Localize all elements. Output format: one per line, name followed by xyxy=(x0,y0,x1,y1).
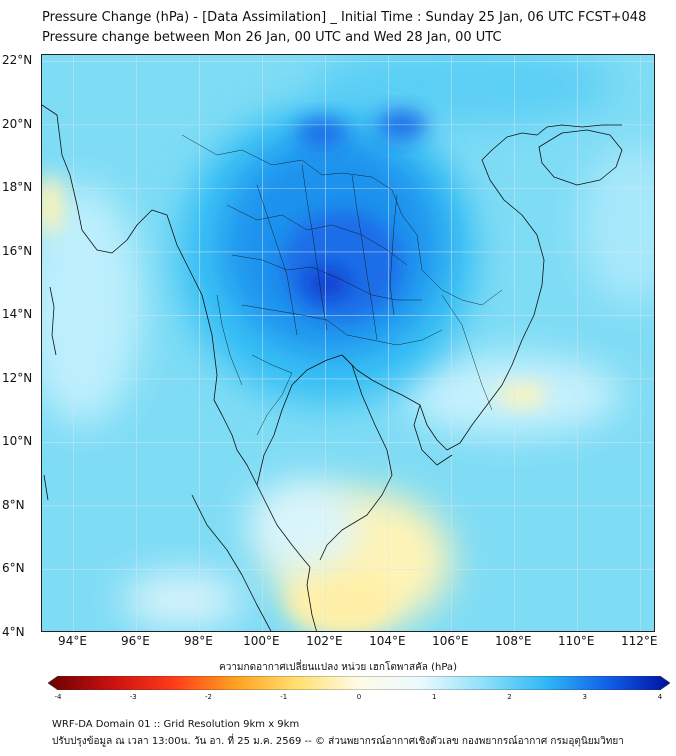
x-tick-label: 110°E xyxy=(558,634,595,648)
colorbar-tick-label: 3 xyxy=(582,693,587,701)
x-tick-label: 100°E xyxy=(243,634,280,648)
colorbar-tick-label: -2 xyxy=(205,693,212,701)
border xyxy=(251,354,293,436)
colorbar xyxy=(48,676,670,690)
colorbar-tick-label: -1 xyxy=(280,693,288,701)
field-patch xyxy=(282,210,402,320)
field-patch xyxy=(287,565,397,631)
border xyxy=(351,174,378,341)
y-tick-label: 20°N xyxy=(2,116,33,131)
sumatra-coast xyxy=(191,494,272,631)
admin-borders xyxy=(181,134,503,436)
y-tick-label: 14°N xyxy=(2,307,33,322)
field-patch xyxy=(305,267,349,299)
colorbar-tick-label: -4 xyxy=(54,693,62,701)
andaman-islands xyxy=(43,286,57,501)
peninsula-coastline xyxy=(256,124,622,486)
colorbar-tick-label: 4 xyxy=(657,693,663,701)
model-info: WRF-DA Domain 01 :: Grid Resolution 9km … xyxy=(52,719,300,730)
y-tick-label: 16°N xyxy=(2,243,33,258)
x-tick-label: 112°E xyxy=(621,634,658,648)
y-tick-label: 18°N xyxy=(2,180,33,195)
border xyxy=(231,254,422,301)
y-tick-label: 12°N xyxy=(2,370,33,385)
gridlines xyxy=(42,55,654,631)
border xyxy=(181,134,503,306)
border xyxy=(389,194,398,316)
border xyxy=(256,184,298,336)
map-title: Pressure Change (hPa) - [Data Assimilati… xyxy=(42,10,647,25)
x-tick-label: 98°E xyxy=(183,634,213,648)
field-patch xyxy=(312,55,612,125)
pressure-field xyxy=(42,55,654,631)
field-patch xyxy=(42,175,64,235)
colorbar-tick-label: 0 xyxy=(356,693,362,701)
map-canvas xyxy=(42,55,654,631)
field-patch xyxy=(582,145,654,305)
field-patch xyxy=(497,383,547,407)
x-tick-label: 108°E xyxy=(495,634,532,648)
x-tick-label: 104°E xyxy=(369,634,406,648)
colorbar-tick-label: 2 xyxy=(507,693,512,701)
colorbar-tick-label: -3 xyxy=(129,693,137,701)
border xyxy=(441,294,493,411)
hainan-island xyxy=(538,129,623,186)
border xyxy=(226,204,408,266)
border xyxy=(241,304,443,346)
field-patch xyxy=(42,185,142,425)
y-tick-label: 22°N xyxy=(2,53,33,68)
pressure-change-map xyxy=(41,54,655,632)
x-tick-label: 94°E xyxy=(58,634,87,648)
y-tick-label: 8°N xyxy=(2,497,25,512)
y-tick-label: 6°N xyxy=(2,561,25,576)
mainland-coastline xyxy=(42,104,317,631)
field-patch xyxy=(297,118,347,148)
y-tick-label: 10°N xyxy=(2,434,33,449)
x-tick-label: 102°E xyxy=(306,634,343,648)
credit-line: ปรับปรุงข้อมูล ณ เวลา 13:00น. วัน อา. ที… xyxy=(52,736,624,747)
x-tick-label: 106°E xyxy=(432,634,469,648)
border xyxy=(216,294,243,386)
colorbar-gradient xyxy=(48,676,670,690)
map-subtitle: Pressure change between Mon 26 Jan, 00 U… xyxy=(42,30,502,45)
field-patch xyxy=(122,572,242,628)
y-tick-label: 4°N xyxy=(2,625,25,639)
gulf-coast xyxy=(319,354,393,561)
colorbar-caption: ความกดอากาศเปลี่ยนแปลง หน่วย เฮกโตพาสคัล… xyxy=(219,662,457,673)
coastlines xyxy=(42,104,623,631)
field-patch xyxy=(247,480,357,570)
x-tick-label: 96°E xyxy=(121,634,150,648)
mekong-delta-coast xyxy=(413,404,453,466)
colorbar-tick-label: 1 xyxy=(432,693,437,701)
border xyxy=(301,164,328,331)
